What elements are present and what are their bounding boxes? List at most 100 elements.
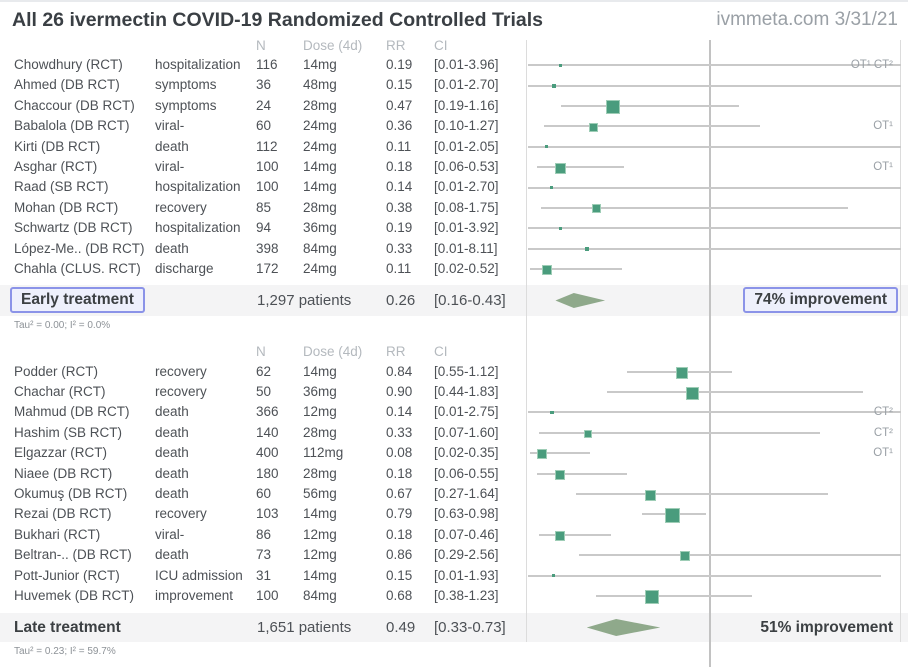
- study-ci: [0.01-2.05]: [434, 138, 499, 154]
- study-ci: [0.01-2.75]: [434, 404, 499, 420]
- summary-ci: [0.33-0.73]: [434, 619, 506, 636]
- study-n: 31: [256, 567, 272, 583]
- study-ci: [0.01-2.70]: [434, 77, 499, 93]
- effect-size-marker: [551, 573, 556, 578]
- summary-band-late: Late treatment 1,651 patients 0.49 [0.33…: [0, 613, 908, 642]
- study-n: 116: [256, 57, 278, 72]
- confidence-interval-whisker: [527, 227, 901, 230]
- plot-right-border: [900, 40, 901, 642]
- study-n: 100: [256, 179, 279, 195]
- confidence-interval-whisker: [527, 186, 901, 189]
- study-dose: 14mg: [303, 159, 337, 174]
- study-dose: 48mg: [303, 77, 337, 93]
- study-n: 172: [256, 261, 279, 276]
- study-rr: 0.38: [386, 199, 413, 215]
- summary-rr: 0.26: [386, 292, 416, 309]
- study-outcome: symptoms: [155, 97, 217, 113]
- col-n-label: N: [256, 38, 266, 53]
- study-n: 100: [256, 587, 279, 603]
- effect-size-marker: [555, 469, 566, 480]
- study-outcome: death: [155, 240, 189, 256]
- study-n: 103: [256, 506, 279, 522]
- study-dose: 36mg: [303, 220, 337, 236]
- study-row: Kirti (DB RCT) death 112 24mg 0.11 [0.01-2.05…: [0, 137, 908, 157]
- study-row: Mahmud (DB RCT) death 366 12mg 0.14 [0.01-2.7…: [0, 402, 908, 422]
- study-name: Chachar (RCT): [14, 383, 106, 399]
- effect-size-marker: [588, 122, 598, 132]
- confidence-interval-whisker: [529, 268, 622, 271]
- summary-patients: 1,651 patients: [257, 619, 352, 636]
- study-rr: 0.14: [386, 179, 413, 195]
- study-name: Huvemek (DB RCT): [14, 587, 135, 603]
- study-name: Schwartz (DB RCT): [14, 220, 133, 236]
- effect-size-marker: [544, 145, 548, 149]
- study-rr: 0.36: [386, 118, 413, 134]
- study-outcome: death: [155, 547, 189, 563]
- study-outcome: death: [155, 404, 189, 420]
- study-row: Podder (RCT) recovery 62 14mg 0.84 [0.55-1.12…: [0, 362, 908, 382]
- study-name: Asghar (RCT): [14, 159, 98, 174]
- study-row: Pott-Junior (RCT) ICU admission 31 14mg 0.15…: [0, 566, 908, 586]
- study-outcome: death: [155, 138, 189, 154]
- confidence-interval-whisker: [538, 533, 611, 536]
- study-ci: [0.10-1.27]: [434, 118, 499, 134]
- study-dose: 14mg: [303, 567, 337, 583]
- effect-size-marker: [675, 366, 688, 379]
- confidence-interval-whisker: [544, 125, 760, 128]
- summary-ci: [0.16-0.43]: [434, 292, 506, 309]
- study-name: Niaee (DB RCT): [14, 465, 113, 481]
- study-dose: 14mg: [303, 57, 337, 72]
- study-ci: [0.08-1.75]: [434, 199, 499, 215]
- study-outcome: discharge: [155, 261, 214, 276]
- study-n: 94: [256, 220, 272, 236]
- study-name: Bukhari (RCT): [14, 526, 101, 542]
- confidence-interval-whisker: [538, 431, 821, 434]
- study-ci: [0.55-1.12]: [434, 363, 499, 379]
- study-n: 366: [256, 404, 279, 420]
- study-outcome: recovery: [155, 363, 207, 379]
- study-rr: 0.19: [386, 57, 413, 72]
- heterogeneity-stats-early: Tau² = 0.00; I² = 0.0%: [14, 320, 111, 331]
- effect-size-marker: [645, 590, 660, 605]
- study-dose: 24mg: [303, 261, 337, 276]
- exclusion-note: CT²: [873, 406, 893, 419]
- rr-reference-line: [709, 40, 711, 667]
- study-n: 36: [256, 77, 272, 93]
- confidence-interval-whisker: [527, 145, 901, 148]
- study-name: Rezai (DB RCT): [14, 506, 112, 522]
- study-n: 398: [256, 240, 279, 256]
- study-outcome: recovery: [155, 383, 207, 399]
- effect-size-marker: [536, 449, 547, 460]
- exclusion-note: OT¹: [873, 447, 893, 460]
- effect-size-marker: [550, 186, 554, 190]
- study-row: Bukhari (RCT) viral- 86 12mg 0.18 [0.07-0.46]: [0, 525, 908, 545]
- summary-band-early: Early treatment 1,297 patients 0.26 [0.1…: [0, 285, 908, 316]
- study-row: Okumuş (DB RCT) death 60 56mg 0.67 [0.27-1.64…: [0, 484, 908, 504]
- col-rr-label: RR: [386, 344, 406, 359]
- effect-size-marker: [583, 429, 592, 438]
- study-name: Mohan (DB RCT): [14, 199, 119, 215]
- study-outcome: improvement: [155, 587, 234, 603]
- study-row: Huvemek (DB RCT) improvement 100 84mg 0.68 [0…: [0, 586, 908, 606]
- study-dose: 12mg: [303, 526, 337, 542]
- study-name: Kirti (DB RCT): [14, 138, 101, 154]
- study-dose: 24mg: [303, 118, 337, 134]
- effect-size-marker: [606, 99, 621, 114]
- effect-size-marker: [686, 386, 700, 400]
- confidence-interval-whisker: [527, 574, 882, 577]
- study-dose: 36mg: [303, 383, 337, 399]
- study-ci: [0.01-3.96]: [434, 57, 499, 72]
- exclusion-note: OT¹: [873, 161, 893, 173]
- study-ci: [0.02-0.35]: [434, 445, 499, 461]
- pooled-estimate-diamond: [586, 619, 661, 636]
- study-n: 180: [256, 465, 279, 481]
- study-n: 100: [256, 159, 279, 174]
- study-name: Chaccour (DB RCT): [14, 97, 135, 113]
- study-row: Chaccour (DB RCT) symptoms 24 28mg 0.47 [0.19…: [0, 96, 908, 116]
- study-n: 24: [256, 97, 272, 113]
- study-dose: 28mg: [303, 424, 337, 440]
- col-rr-label: RR: [386, 38, 406, 53]
- effect-size-marker: [644, 489, 656, 501]
- col-ci-label: CI: [434, 344, 448, 359]
